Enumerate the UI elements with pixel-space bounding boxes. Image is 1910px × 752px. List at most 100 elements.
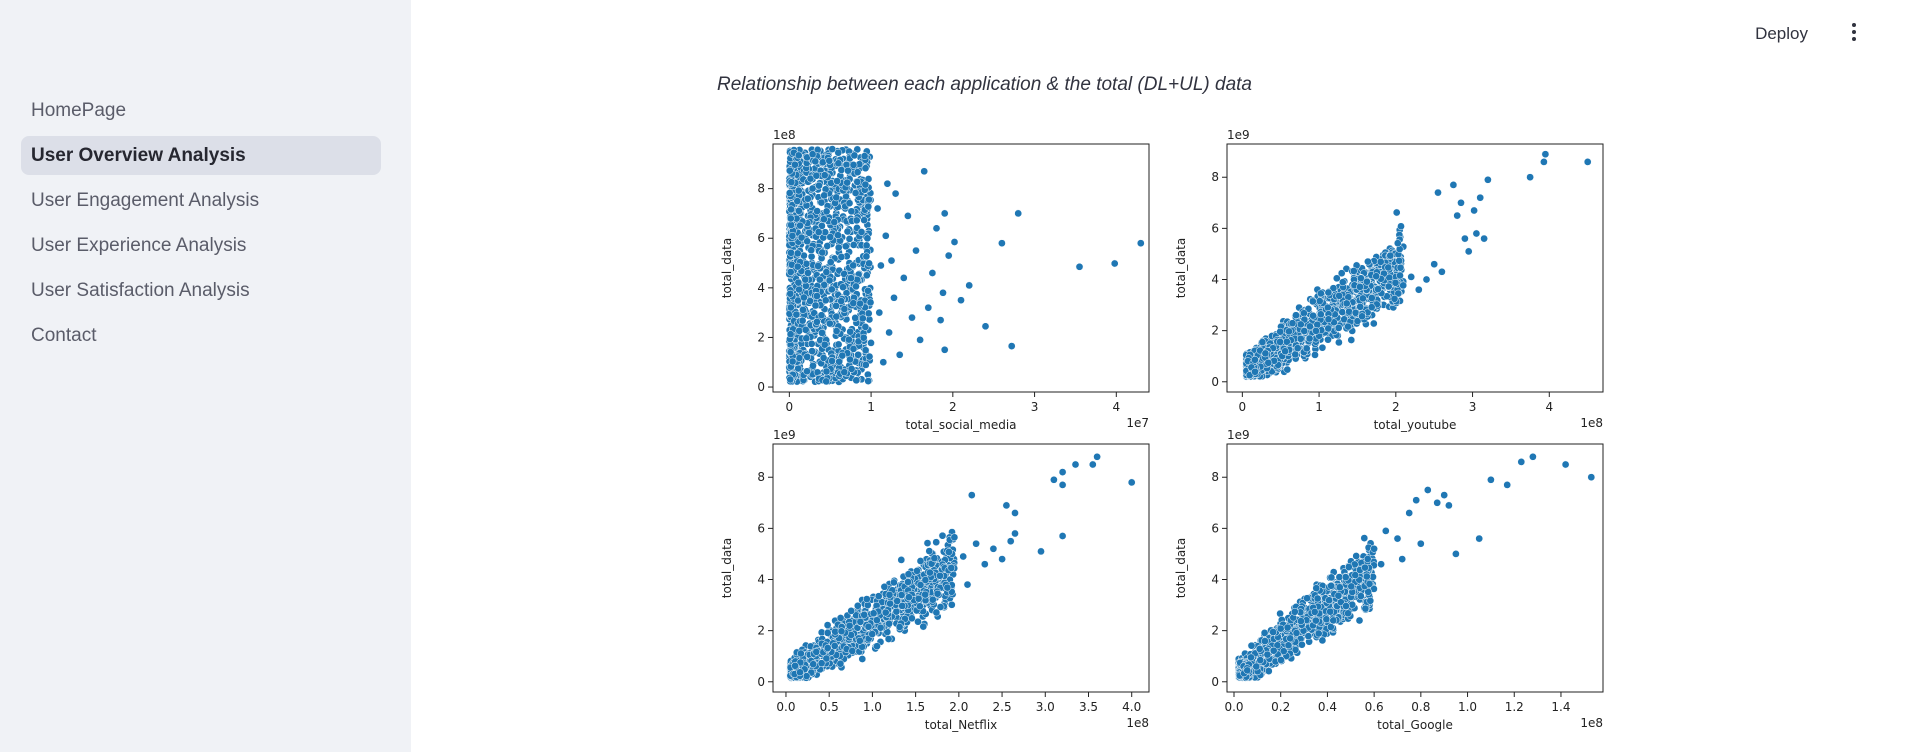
y-tick-label: 4	[757, 573, 765, 587]
scatter-point	[803, 237, 812, 246]
scatter-point	[1303, 594, 1311, 603]
sidebar-item-contact[interactable]: Contact	[21, 316, 381, 355]
scatter-point	[883, 179, 892, 188]
sidebar-item-user-experience-analysis[interactable]: User Experience Analysis	[21, 226, 381, 265]
scatter-point	[843, 227, 852, 236]
scatter-panel-3: 0.0 0.2 0.4 0.6 0.8 1.0 1.2 1.402468total_Googl…	[1174, 428, 1604, 732]
sidebar-item-label: User Overview Analysis	[31, 144, 246, 166]
scatter-point	[796, 221, 804, 230]
scatter-point	[1338, 308, 1347, 316]
scatter-point	[1315, 297, 1324, 305]
y-tick-label: 8	[1211, 170, 1219, 184]
scatter-point	[837, 627, 846, 636]
scatter-point	[1449, 181, 1458, 189]
scatter-point	[1344, 322, 1352, 331]
scatter-point	[938, 531, 947, 540]
scatter-point	[1391, 278, 1400, 287]
y-tick-label: 2	[1211, 324, 1219, 338]
scatter-point	[1324, 315, 1333, 324]
scatter-grid-svg: 0 1 2 3 402468total_social_mediatotal_data1e…	[720, 128, 1604, 732]
scatter-point	[919, 622, 928, 631]
scatter-point	[1050, 475, 1058, 484]
scatter-point	[921, 576, 930, 584]
scatter-point	[830, 218, 839, 226]
scatter-point	[908, 313, 916, 322]
sidebar-item-user-engagement-analysis[interactable]: User Engagement Analysis	[21, 181, 381, 220]
main-content: Deploy Relationship between each applica…	[411, 0, 1910, 752]
scatter-point	[856, 299, 864, 308]
scatter-point	[1347, 336, 1356, 344]
scatter-point	[862, 252, 871, 261]
vertical-dots-icon[interactable]	[1844, 20, 1864, 46]
sidebar-item-user-satisfaction-analysis[interactable]: User Satisfaction Analysis	[21, 271, 381, 310]
scatter-point	[967, 491, 976, 499]
scatter-point	[1407, 273, 1416, 281]
scatter-point	[879, 358, 888, 367]
scatter-point	[862, 241, 871, 250]
scatter-point	[795, 285, 803, 294]
scatter-point	[884, 635, 893, 643]
scatter-point	[849, 345, 858, 353]
scatter-point	[885, 619, 893, 628]
scatter-point	[904, 212, 912, 220]
scatter-point	[817, 659, 826, 668]
scatter-point	[1349, 267, 1358, 275]
deploy-button[interactable]: Deploy	[1755, 24, 1808, 43]
scatter-point	[786, 348, 795, 356]
scatter-point	[795, 326, 804, 335]
scatter-point	[904, 570, 913, 579]
scatter-point	[846, 327, 855, 336]
y-tick-label: 0	[757, 380, 765, 394]
scatter-point	[1324, 324, 1333, 333]
scatter-point	[864, 377, 873, 385]
scatter-point	[867, 339, 875, 347]
scatter-point	[786, 268, 795, 276]
scatter-point	[820, 191, 829, 200]
y-tick-label: 0	[757, 675, 765, 689]
scatter-point	[1251, 367, 1259, 376]
scatter-point	[800, 293, 808, 302]
scatter-point	[814, 228, 823, 236]
scatter-point	[947, 564, 956, 572]
scatter-point	[936, 316, 945, 324]
scatter-point	[1324, 288, 1333, 297]
scatter-point	[818, 158, 827, 167]
scatter-point	[845, 335, 853, 344]
scatter-point	[785, 189, 794, 197]
x-tick-label: 3.5	[1079, 700, 1098, 714]
scatter-point	[861, 164, 870, 173]
scatter-point	[1332, 274, 1341, 283]
y-tick-label: 6	[757, 231, 765, 245]
scatter-point	[1296, 334, 1305, 343]
scatter-point	[981, 322, 990, 331]
scatter-point	[845, 199, 854, 208]
sidebar-item-user-overview-analysis[interactable]: User Overview Analysis	[21, 136, 381, 175]
scatter-point	[947, 600, 956, 609]
scatter-point	[930, 554, 939, 563]
scatter-points	[1234, 452, 1596, 682]
scatter-point	[950, 533, 959, 542]
scatter-point	[828, 357, 836, 365]
scatter-point	[838, 351, 847, 360]
scatter-point	[848, 647, 857, 655]
y-tick-label: 4	[1211, 273, 1219, 287]
scatter-point	[1399, 281, 1408, 290]
sidebar-item-homepage[interactable]: HomePage	[21, 91, 381, 130]
x-tick-label: 1	[867, 400, 875, 414]
scatter-point	[1540, 158, 1548, 166]
scatter-point	[847, 207, 856, 216]
scatter-point	[847, 274, 855, 283]
scatter-point	[928, 269, 937, 277]
scatter-point	[860, 152, 869, 160]
scatter-point	[798, 316, 807, 325]
y-tick-label: 0	[1211, 375, 1219, 389]
scatter-point	[813, 207, 821, 215]
x-tick-label: 4.0	[1122, 700, 1141, 714]
scatter-point	[823, 242, 832, 250]
scatter-point	[820, 340, 829, 349]
scatter-point	[891, 189, 900, 198]
scatter-point	[1071, 460, 1080, 469]
scatter-point	[825, 319, 834, 328]
scatter-point	[819, 354, 828, 362]
scatter-point	[858, 655, 867, 663]
